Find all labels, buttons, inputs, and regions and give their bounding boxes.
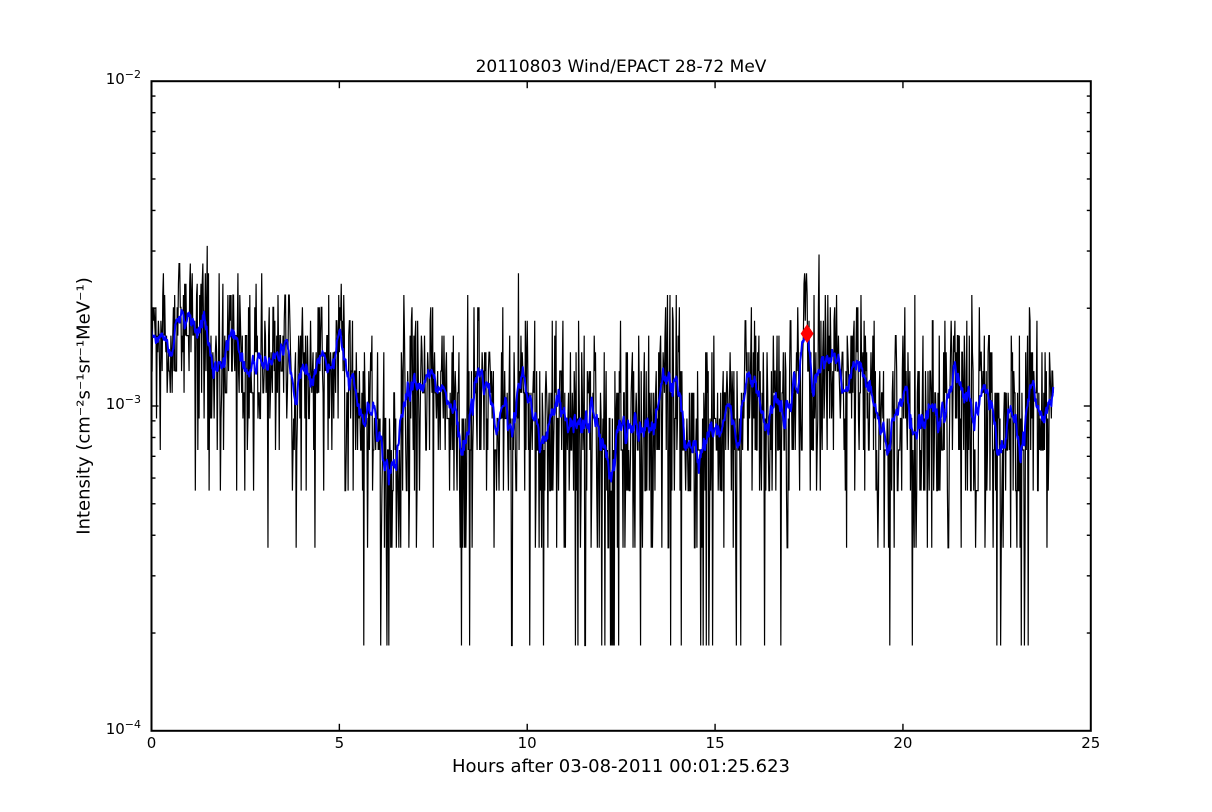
- event-marker-diamond: [800, 324, 814, 344]
- y-tick-label: 10−3: [105, 393, 141, 413]
- x-tick-label: 0: [146, 734, 157, 752]
- x-tick-label: 15: [705, 734, 725, 752]
- y-tick-label: 10−2: [105, 68, 141, 89]
- y-tick-label: 10−4: [105, 717, 141, 738]
- x-tick-label: 5: [334, 734, 345, 752]
- x-tick-label: 25: [1081, 734, 1101, 752]
- chart-title: 20110803 Wind/EPACT 28-72 MeV: [475, 57, 767, 77]
- x-tick-label: 10: [517, 734, 537, 752]
- x-tick-label: 20: [893, 734, 913, 752]
- x-axis-label: Hours after 03-08-2011 00:01:25.623: [451, 756, 790, 777]
- intensity-noise-line: [151, 245, 1054, 647]
- smoothed-intensity-line: [150, 308, 1055, 486]
